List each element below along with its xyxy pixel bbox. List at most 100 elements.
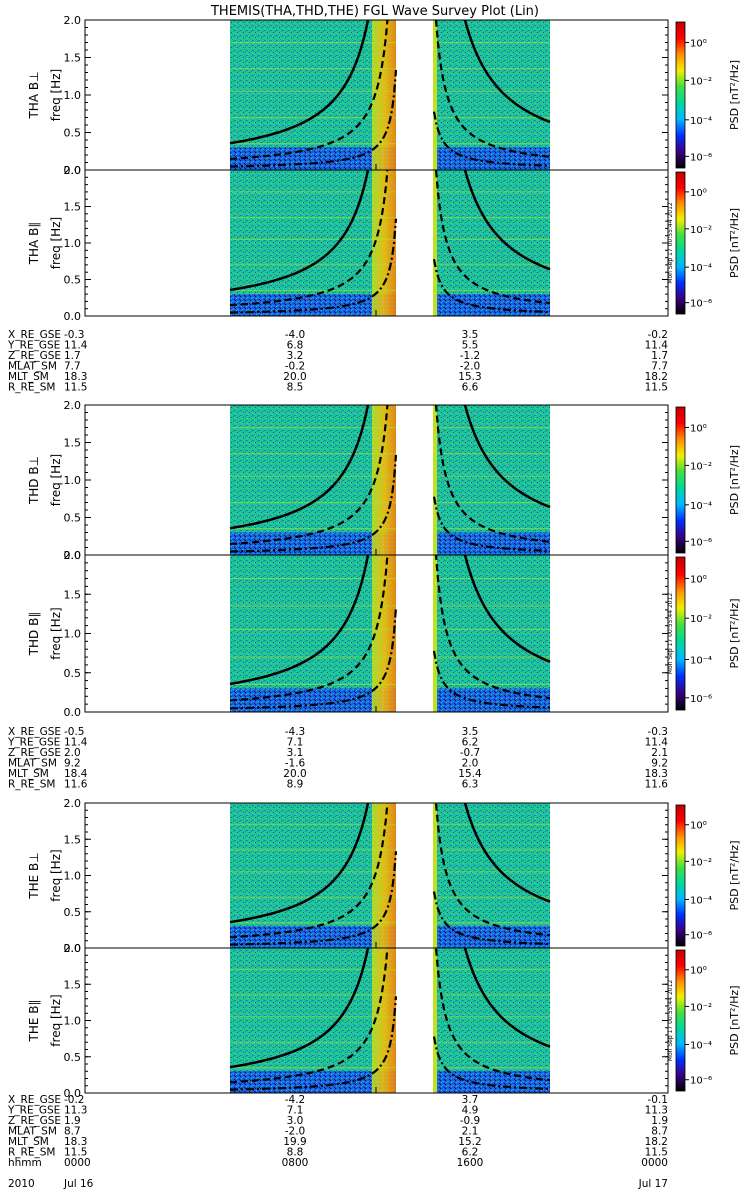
colorbar-label: PSD [nT²/Hz] xyxy=(728,208,741,278)
y-tick-label: 0.5 xyxy=(64,127,82,140)
ephemeris-value: 11.4 xyxy=(645,737,669,749)
y-tick-label: 0.0 xyxy=(64,1087,82,1100)
ephemeris-value: -0.9 xyxy=(460,1115,481,1127)
ephemeris-value: 7.7 xyxy=(64,361,81,373)
ephemeris-value: 5.5 xyxy=(462,340,479,352)
ephemeris-value: -2.0 xyxy=(285,1126,306,1138)
ephemeris-label: MLT_SM xyxy=(8,1136,49,1148)
ephemeris-value: 3.0 xyxy=(287,1115,304,1127)
ephemeris-value: 1.7 xyxy=(651,350,668,362)
colorbar-tick-label: 10⁻⁶ xyxy=(690,299,712,310)
panel-title: THE B⊥ xyxy=(27,852,41,899)
colorbar: 10⁰ 10⁻² 10⁻⁴ 10⁻⁶ PSD [nT²/Hz] xyxy=(675,406,741,554)
ephemeris-value: 3.7 xyxy=(462,1094,479,1106)
ephemeris-value: -2.0 xyxy=(460,361,481,373)
colorbar-tick-label: 10⁻² xyxy=(690,461,712,472)
spectrogram-panel-tha-perp: 2.0 1.5 1.0 0.5 0.0 THA B⊥ freq [Hz] 10⁰ 10⁻² 10⁻… xyxy=(27,14,741,177)
time-axis-label: 2010 xyxy=(8,1178,35,1190)
ephemeris-value: 3.5 xyxy=(462,329,479,341)
spectrogram-panel-the-par: 2.0 1.5 1.0 0.5 0.0 THE B∥ freq [Hz] 10⁰ 10⁻² 10⁻… xyxy=(27,942,741,1100)
ephemeris-value: 6.8 xyxy=(287,340,304,352)
colorbar-label: PSD [nT²/Hz] xyxy=(728,985,741,1055)
colorbar-tick-label: 10⁻² xyxy=(690,225,712,236)
colorbar: 10⁰ 10⁻² 10⁻⁴ 10⁻⁶ PSD [nT²/Hz] xyxy=(675,21,741,169)
colorbar-label: PSD [nT²/Hz] xyxy=(728,60,741,130)
ephemeris-value: 6.6 xyxy=(462,382,479,394)
ephemeris-value: 11.6 xyxy=(64,779,88,791)
colorbar-tick-label: 10⁰ xyxy=(690,966,707,977)
y-tick-label: 1.0 xyxy=(64,1015,82,1028)
ephemeris-label: Z_RE_GSE xyxy=(8,350,61,362)
colorbar-tick-label: 10⁻⁶ xyxy=(690,537,712,548)
y-tick-label: 2.0 xyxy=(64,797,82,810)
ephemeris-value: 7.1 xyxy=(287,1105,304,1117)
colorbar-tick-label: 10⁰ xyxy=(690,574,707,585)
y-axis-label: freq [Hz] xyxy=(49,994,63,1046)
ephemeris-value: 6.2 xyxy=(462,1147,479,1159)
ephemeris-value: 11.3 xyxy=(64,1105,87,1117)
colorbar-tick-label: 10⁻² xyxy=(690,76,712,87)
colorbar-tick-label: 10⁰ xyxy=(690,423,707,434)
ephemeris-value: 8.5 xyxy=(287,382,304,394)
ephemeris-value: 19.9 xyxy=(283,1136,306,1148)
ephemeris-value: -1.6 xyxy=(285,758,306,770)
ephemeris-value: 8.9 xyxy=(287,779,304,791)
y-tick-label: 0.0 xyxy=(64,310,82,323)
ephemeris-label: Y_RE_GSE xyxy=(7,737,60,749)
ephemeris-value: 8.7 xyxy=(651,1126,668,1138)
ephemeris-value: 2.0 xyxy=(462,758,479,770)
colorbar-tick-label: 10⁻⁶ xyxy=(690,1076,712,1087)
y-tick-label: 2.0 xyxy=(64,399,82,412)
colorbar-tick-label: 10⁻⁴ xyxy=(690,501,712,512)
ephemeris-value: -1.2 xyxy=(460,350,481,362)
ephemeris-value: 20.0 xyxy=(283,371,306,383)
ephemeris-value: 1.9 xyxy=(64,1115,81,1127)
spectrogram-panel-thd-par: 2.0 1.5 1.0 0.5 0.0 THD B∥ freq [Hz] 10⁰ 10⁻² 10⁻… xyxy=(27,549,741,719)
y-tick-label: 0.0 xyxy=(64,942,82,955)
ephemeris-value: 8.8 xyxy=(287,1147,304,1159)
ephemeris-value: 11.4 xyxy=(64,340,88,352)
ephemeris-label: R_RE_SM xyxy=(8,382,55,394)
panel-title: THE B∥ xyxy=(27,1000,41,1043)
y-tick-label: 0.0 xyxy=(64,549,82,562)
colorbar: 10⁰ 10⁻² 10⁻⁴ 10⁻⁶ PSD [nT²/Hz] Mon Sep 17 00… xyxy=(667,949,741,1092)
ephemeris-value: 18.3 xyxy=(64,371,87,383)
timestamp-label: Mon Sep 17 00:55:44 2012 xyxy=(667,202,674,284)
colorbar-tick-label: 10⁻⁶ xyxy=(690,694,712,705)
time-axis-value: Jul 16 xyxy=(63,1178,94,1190)
y-tick-label: 2.0 xyxy=(64,164,82,177)
time-axis-value: 1600 xyxy=(457,1157,484,1169)
ephemeris-value: 9.2 xyxy=(651,758,668,770)
ephemeris-value: 11.4 xyxy=(64,737,88,749)
ephemeris-label: R_RE_SM xyxy=(8,779,55,791)
ephemeris-label: MLT_SM xyxy=(8,768,49,780)
ephemeris-value: -0.2 xyxy=(648,329,669,341)
y-tick-label: 1.5 xyxy=(64,201,82,214)
ephemeris-value: -4.2 xyxy=(285,1094,306,1106)
ephemeris-value: 11.3 xyxy=(645,1105,668,1117)
y-tick-label: 0.0 xyxy=(64,706,82,719)
y-tick-label: 1.5 xyxy=(64,978,82,991)
ephemeris-value: 18.3 xyxy=(645,768,668,780)
colorbar-tick-label: 10⁰ xyxy=(690,821,707,832)
colorbar-tick-label: 10⁻² xyxy=(690,614,712,625)
colorbar-tick-label: 10⁻⁶ xyxy=(690,931,712,942)
y-tick-label: 2.0 xyxy=(64,942,82,955)
colorbar-tick-label: 10⁻⁴ xyxy=(690,1040,712,1051)
colorbar-tick-label: 10⁻⁴ xyxy=(690,895,712,906)
ephemeris-value: 18.4 xyxy=(64,768,88,780)
spectrogram-panel-the-perp: 2.0 1.5 1.0 0.5 0.0 THE B⊥ freq [Hz] 10⁰ 10⁻² 10⁻… xyxy=(27,797,741,955)
colorbar-tick-label: 10⁻⁴ xyxy=(690,263,712,274)
y-tick-label: 0.5 xyxy=(64,274,82,287)
ephemeris-value: 2.0 xyxy=(64,747,81,759)
y-axis-label: freq [Hz] xyxy=(49,607,63,659)
y-tick-label: 2.0 xyxy=(64,549,82,562)
ephemeris-value: 15.3 xyxy=(458,371,481,383)
ephemeris-value: 18.2 xyxy=(645,371,668,383)
ephemeris-value: 11.4 xyxy=(645,340,669,352)
panel-title: THD B∥ xyxy=(27,612,41,657)
ephemeris-value: -0.2 xyxy=(64,1094,85,1106)
ephemeris-label: MLAT_SM xyxy=(8,361,57,373)
panel-title: THD B⊥ xyxy=(27,456,41,505)
